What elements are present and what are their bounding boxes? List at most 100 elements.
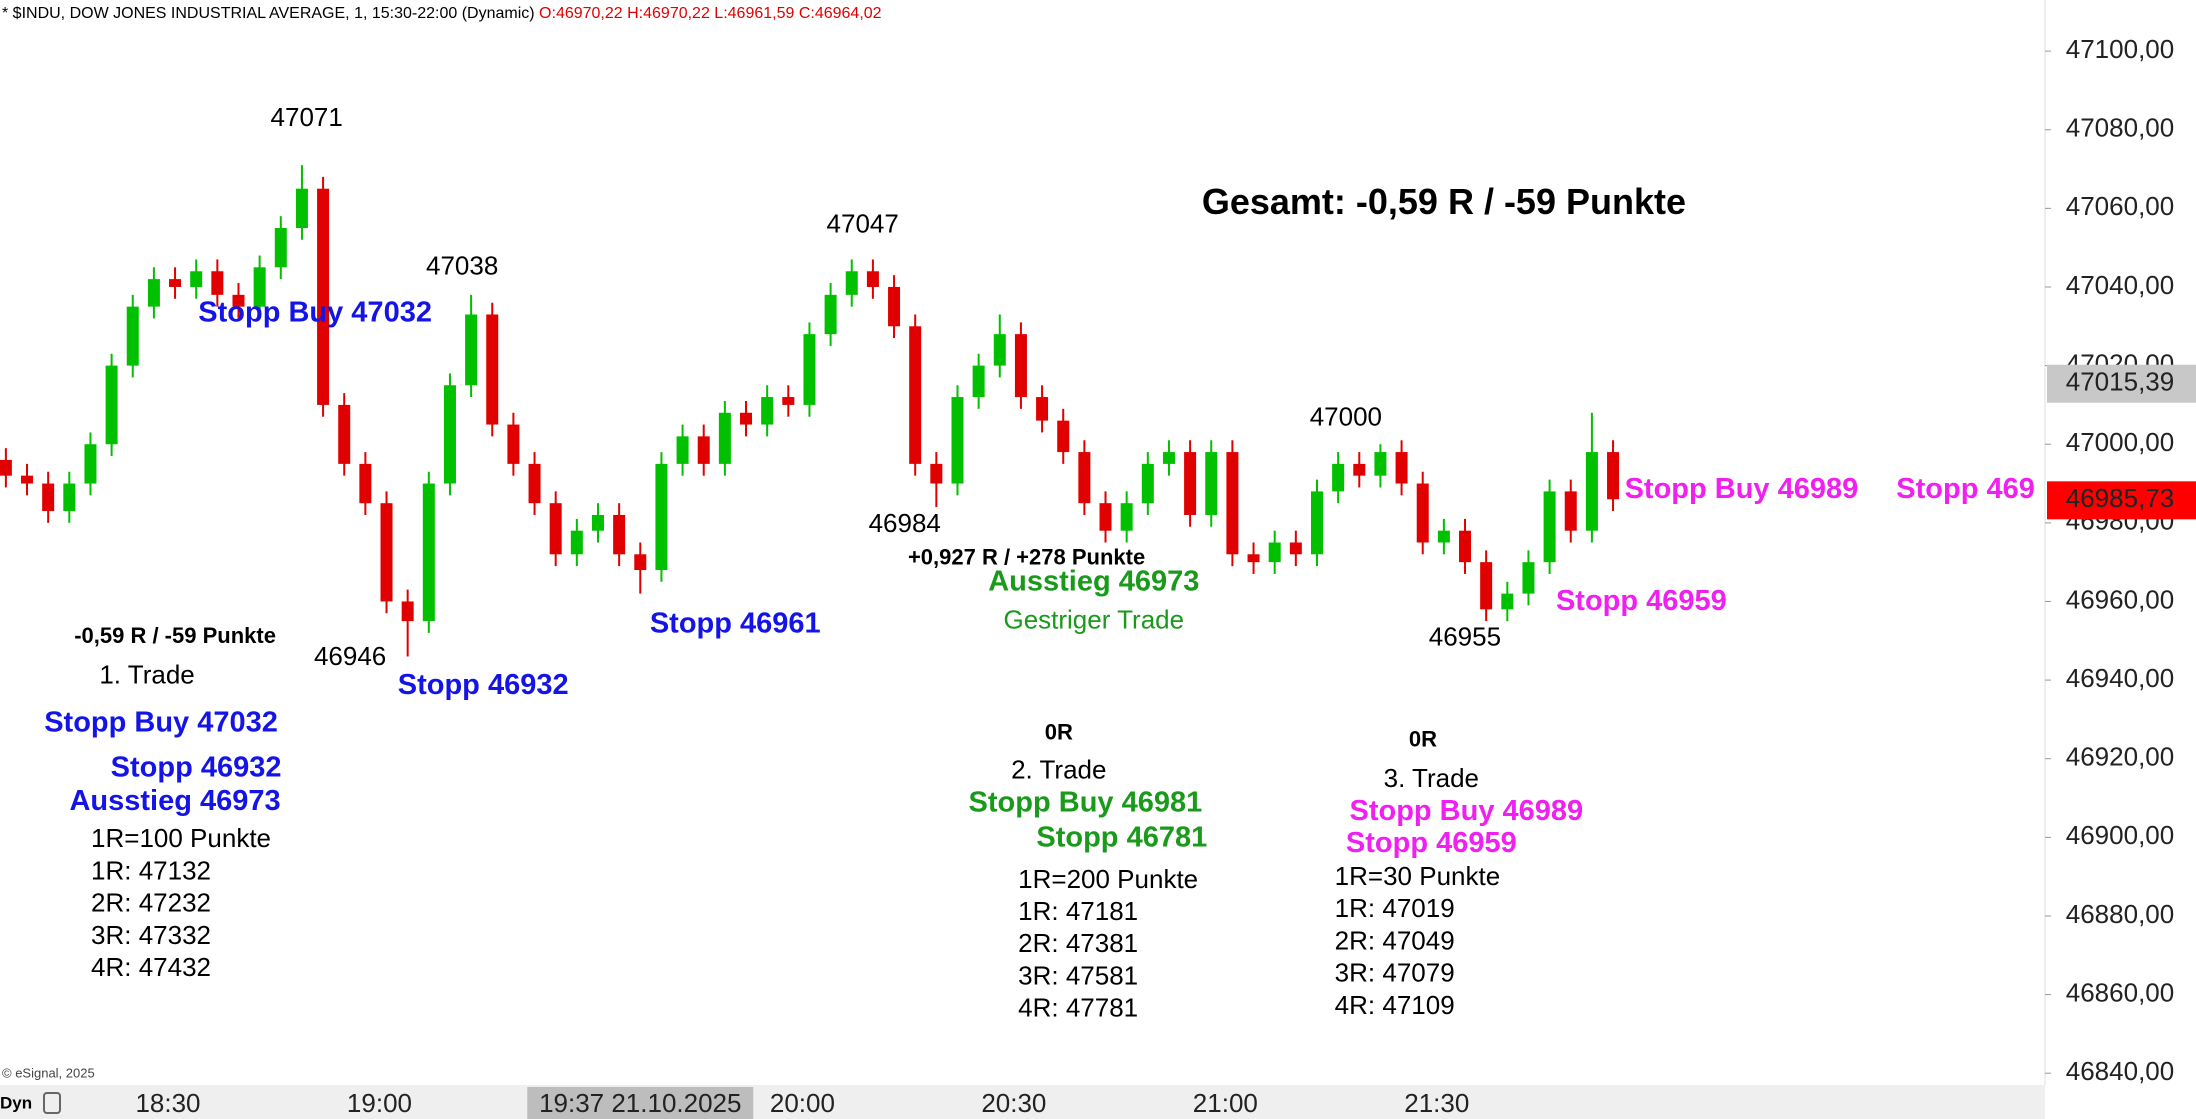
- annotation: Stopp Buy 47032: [198, 296, 432, 328]
- candle-body: [782, 397, 795, 405]
- candle-body: [613, 514, 626, 555]
- candle-body: [1162, 452, 1175, 464]
- candle-body: [697, 436, 710, 464]
- candle-body: [528, 463, 541, 504]
- annotation: Gestriger Trade: [1003, 605, 1184, 635]
- candle-body: [1395, 452, 1408, 484]
- candle-body: [549, 503, 562, 555]
- candle-body: [1057, 420, 1070, 453]
- annotation: 3R: 47332: [91, 920, 211, 950]
- candle-body: [1268, 542, 1281, 563]
- y-tick-label: 47100,00: [2066, 34, 2174, 64]
- candle-body: [676, 436, 689, 464]
- candle-body: [84, 444, 97, 484]
- candle-body: [507, 424, 520, 464]
- annotation: Ausstieg 46973: [988, 565, 1199, 597]
- annotation: 1R=200 Punkte: [1018, 864, 1198, 894]
- candle-body: [253, 267, 266, 307]
- candle-body: [1459, 530, 1472, 563]
- annotation: 0R: [1409, 727, 1437, 752]
- candle-body: [126, 306, 139, 366]
- annotation: -0,59 R / -59 Punkte: [74, 623, 276, 648]
- candle-body: [1437, 530, 1450, 543]
- candle-body: [570, 530, 583, 555]
- candle-body: [1522, 562, 1535, 594]
- candle-body: [1585, 452, 1598, 531]
- candle-body: [380, 503, 393, 602]
- annotation: +0,927 R / +278 Punkte: [908, 545, 1145, 570]
- crosshair-box: [527, 1087, 754, 1119]
- ohlc-readout: O:46970,22 H:46970,22 L:46961,59 C:46964…: [539, 5, 882, 22]
- candle-body: [359, 463, 372, 504]
- y-tick-label: 47080,00: [2066, 113, 2174, 143]
- candle-body: [0, 459, 12, 476]
- candle-body: [1564, 491, 1577, 531]
- candle-body: [761, 397, 774, 425]
- annotation: 2. Trade: [1011, 755, 1106, 785]
- annotation: 3R: 47581: [1018, 960, 1138, 990]
- annotation: 47047: [827, 208, 899, 238]
- annotation: 1R: 47132: [91, 855, 211, 885]
- candle-body: [1226, 452, 1239, 555]
- annotation: 46946: [314, 641, 386, 671]
- y-tick-label: 46860,00: [2066, 977, 2174, 1007]
- annotation: 2R: 47381: [1018, 928, 1138, 958]
- y-tick-label: 46840,00: [2066, 1056, 2174, 1086]
- x-tick-label: 20:30: [981, 1088, 1046, 1118]
- annotation: 2R: 47049: [1335, 925, 1455, 955]
- candle-body: [909, 326, 922, 464]
- candle-body: [317, 188, 330, 405]
- header: * $INDU, DOW JONES INDUSTRIAL AVERAGE, 1…: [2, 5, 882, 22]
- candle-body: [422, 483, 435, 622]
- annotation: 1R=30 Punkte: [1335, 861, 1501, 891]
- candle-body: [634, 554, 647, 571]
- plot-area: [0, 165, 1620, 657]
- candle-body: [443, 385, 456, 484]
- time-axis-panel: [0, 1085, 2045, 1119]
- x-tick-label: 18:30: [135, 1088, 200, 1118]
- annotation: Stopp Buy 46989: [1349, 795, 1583, 827]
- annotation: Stopp 46961: [650, 607, 821, 639]
- annotation: 47071: [271, 102, 343, 132]
- y-tick-label: 46880,00: [2066, 899, 2174, 929]
- candle-body: [232, 294, 245, 307]
- annotation: Stopp Buy 46981: [969, 787, 1203, 819]
- candle-body: [486, 314, 499, 425]
- symbol: * $INDU, DOW JONES INDUSTRIAL AVERAGE, 1…: [2, 5, 535, 22]
- annotation: Stopp 46932: [398, 669, 569, 701]
- candle-body: [147, 279, 160, 307]
- annotation: Gesamt: -0,59 R / -59 Punkte: [1202, 181, 1686, 222]
- annotation: Stopp Buy 47032: [44, 707, 278, 739]
- candle-body: [465, 314, 478, 386]
- x-tick-label: 20:00: [770, 1088, 835, 1118]
- candle-body: [42, 483, 55, 512]
- candle-body: [845, 271, 858, 295]
- mode: Dyn: [0, 1093, 32, 1112]
- candle-body: [803, 334, 816, 405]
- x-tick-label: 19:00: [347, 1088, 412, 1118]
- candle-body: [591, 514, 604, 531]
- annotation: 3. Trade: [1384, 763, 1479, 793]
- copyright: © eSignal, 2025: [2, 1065, 95, 1080]
- lock-icon[interactable]: [43, 1092, 61, 1114]
- candle-body: [274, 228, 287, 268]
- annotation: Ausstieg 46973: [69, 785, 280, 817]
- price-tag-label: 47015,39: [2066, 367, 2174, 397]
- candle-body: [930, 463, 943, 484]
- candle-body: [1332, 463, 1345, 492]
- y-tick-label: 47040,00: [2066, 270, 2174, 300]
- y-tick-label: 46920,00: [2066, 742, 2174, 772]
- candle-body: [295, 188, 308, 229]
- annotation: 47038: [426, 250, 498, 280]
- candle-body: [972, 365, 985, 398]
- candle-body: [1416, 483, 1429, 543]
- annotation: 47000: [1310, 402, 1382, 432]
- y-tick-label: 47060,00: [2066, 191, 2174, 221]
- candle-body: [824, 294, 837, 335]
- price-tag-label: 46985,73: [2066, 483, 2174, 513]
- annotation: 1. Trade: [99, 659, 194, 689]
- annotation: 0R: [1045, 720, 1073, 745]
- x-tick-label: 21:30: [1404, 1088, 1469, 1118]
- candle-body: [1247, 554, 1260, 563]
